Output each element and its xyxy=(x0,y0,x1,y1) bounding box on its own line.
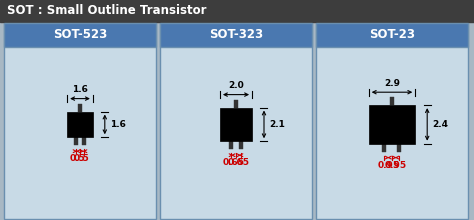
Bar xyxy=(0,0,474,22)
Text: SOT-323: SOT-323 xyxy=(209,29,263,42)
Bar xyxy=(82,137,86,145)
Bar xyxy=(67,112,93,137)
Bar xyxy=(4,23,156,47)
Text: 0.5: 0.5 xyxy=(70,154,86,163)
Bar xyxy=(160,23,312,47)
Bar xyxy=(369,105,415,144)
Bar xyxy=(316,23,468,219)
Bar xyxy=(316,23,468,47)
Bar xyxy=(78,104,82,112)
Text: 0.65: 0.65 xyxy=(222,158,245,167)
Bar xyxy=(383,144,386,152)
Bar xyxy=(220,108,252,141)
Text: 0.95: 0.95 xyxy=(385,161,407,170)
Text: 1.6: 1.6 xyxy=(110,120,126,129)
Bar xyxy=(4,23,156,219)
Text: SOT-523: SOT-523 xyxy=(53,29,107,42)
Text: 2.4: 2.4 xyxy=(433,120,449,129)
Text: 2.9: 2.9 xyxy=(384,79,400,88)
Bar xyxy=(234,100,238,108)
Text: 0.95: 0.95 xyxy=(377,161,399,170)
Bar xyxy=(74,137,78,145)
Text: 0.65: 0.65 xyxy=(228,158,249,167)
Text: SOT-23: SOT-23 xyxy=(369,29,415,42)
Bar xyxy=(229,141,233,149)
Text: 0.5: 0.5 xyxy=(74,154,90,163)
Text: 2.0: 2.0 xyxy=(228,81,244,90)
Bar xyxy=(239,141,243,149)
Text: SOT : Small Outline Transistor: SOT : Small Outline Transistor xyxy=(7,4,207,18)
Bar xyxy=(398,144,401,152)
Text: 2.1: 2.1 xyxy=(270,120,285,129)
Bar xyxy=(390,97,394,105)
Bar xyxy=(160,23,312,219)
Text: 1.6: 1.6 xyxy=(72,85,88,94)
